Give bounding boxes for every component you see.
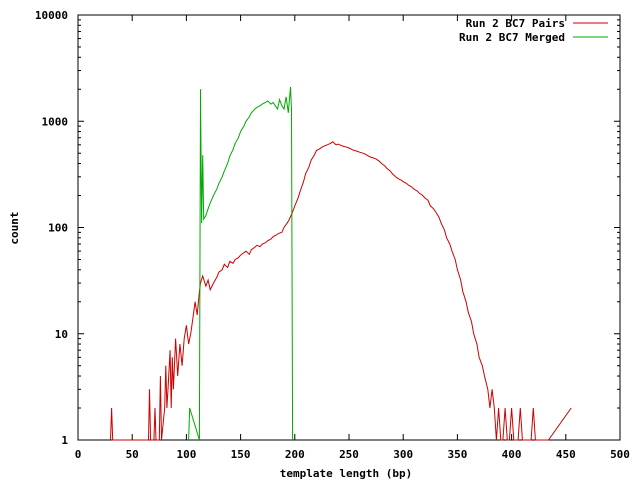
x-tick-label: 50 bbox=[126, 448, 139, 461]
legend-label-pairs: Run 2 BC7 Pairs bbox=[466, 17, 565, 30]
y-tick-label: 1000 bbox=[42, 115, 69, 128]
x-tick-label: 150 bbox=[231, 448, 251, 461]
x-tick-label: 500 bbox=[610, 448, 630, 461]
x-tick-label: 200 bbox=[285, 448, 305, 461]
y-tick-label: 10 bbox=[55, 328, 68, 341]
y-axis-label: count bbox=[8, 211, 21, 244]
y-tick-label: 1 bbox=[61, 434, 68, 447]
y-tick-label: 100 bbox=[48, 222, 68, 235]
legend: Run 2 BC7 Pairs Run 2 BC7 Merged bbox=[459, 17, 608, 44]
series-layer bbox=[110, 86, 572, 441]
series-line-merged bbox=[188, 86, 294, 441]
x-tick-label: 0 bbox=[75, 448, 82, 461]
x-axis-label: template length (bp) bbox=[280, 467, 412, 480]
x-tick-label: 400 bbox=[502, 448, 522, 461]
x-axis: 0 50 100 150 200 250 300 350 400 450 500 bbox=[75, 15, 630, 461]
x-tick-label: 100 bbox=[176, 448, 196, 461]
series-line-pairs bbox=[110, 141, 572, 441]
x-tick-label: 250 bbox=[339, 448, 359, 461]
x-tick-label: 450 bbox=[556, 448, 576, 461]
plot-frame bbox=[77, 14, 621, 441]
x-tick-label: 300 bbox=[393, 448, 413, 461]
y-axis: 1 10 100 1000 10000 bbox=[35, 9, 620, 447]
y-tick-label: 10000 bbox=[35, 9, 68, 22]
legend-label-merged: Run 2 BC7 Merged bbox=[459, 31, 565, 44]
x-tick-label: 350 bbox=[447, 448, 467, 461]
